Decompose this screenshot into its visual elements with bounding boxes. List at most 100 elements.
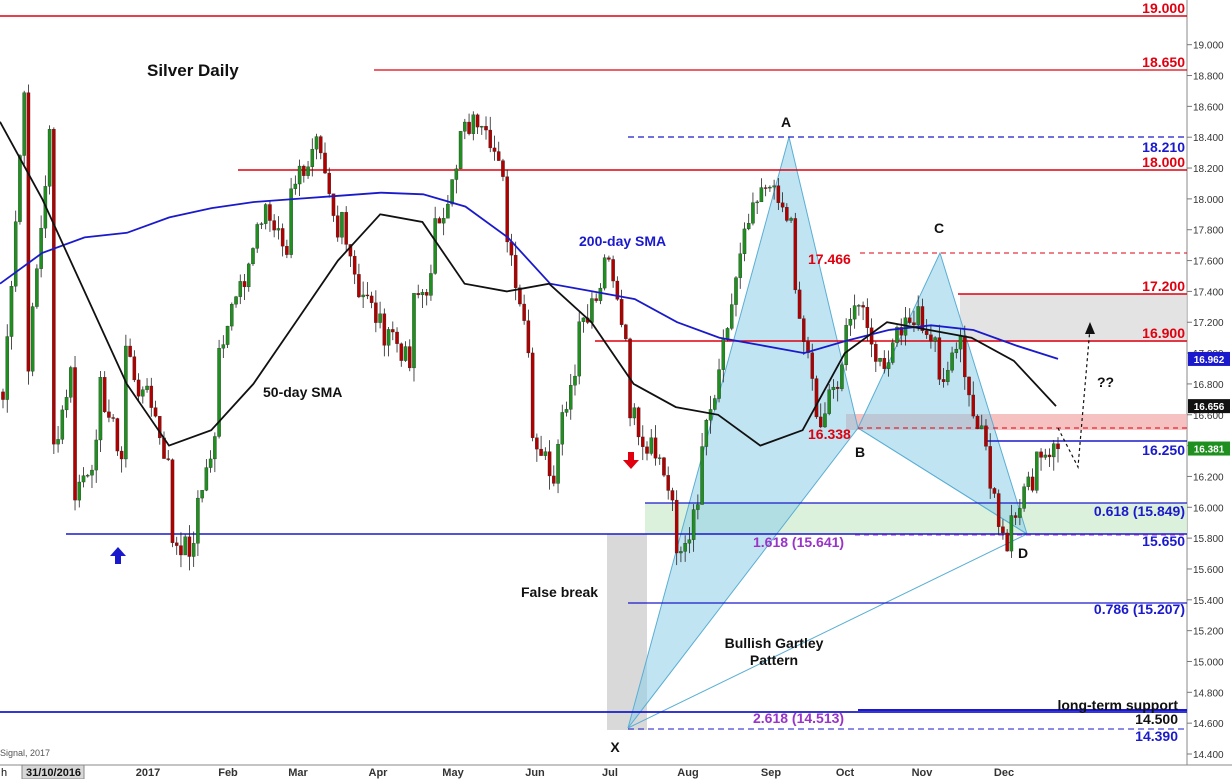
y-tick-label: 19.000 xyxy=(1193,41,1224,52)
resistance-zone xyxy=(960,294,1187,342)
point-b-label: B xyxy=(855,444,865,460)
candle-body xyxy=(221,344,226,349)
candle-body xyxy=(958,335,963,350)
candle-body xyxy=(35,268,39,307)
candle-body xyxy=(869,327,874,345)
candle-body xyxy=(111,417,115,419)
label-19000: 19.000 xyxy=(1142,0,1185,16)
candle-body xyxy=(674,499,679,554)
candle-body xyxy=(539,448,543,456)
candle-body xyxy=(912,322,916,326)
candle-body xyxy=(810,352,815,379)
candle-body xyxy=(268,204,272,221)
gartley-label-line1: Bullish Gartley xyxy=(725,635,824,651)
candle-body xyxy=(874,344,878,362)
annotations: Silver Daily 200-day SMA 50-day SMA Fals… xyxy=(110,61,1114,755)
candle-body xyxy=(412,293,416,369)
candle-body xyxy=(1052,443,1056,458)
candle-body xyxy=(361,294,365,298)
candle-body xyxy=(916,306,920,326)
candle-body xyxy=(789,218,793,221)
candle-body xyxy=(196,497,200,544)
candle-body xyxy=(344,212,348,245)
candle-body xyxy=(255,224,259,249)
levels xyxy=(0,15,1187,730)
candle-body xyxy=(581,317,586,322)
label-14390: 14.390 xyxy=(1135,728,1178,744)
x-tick-label: Jul xyxy=(602,767,618,779)
candle-body xyxy=(1022,486,1026,509)
candle-body xyxy=(56,439,60,445)
candle-body xyxy=(624,324,628,340)
candle-body xyxy=(793,218,798,291)
label-15650: 15.650 xyxy=(1142,533,1185,549)
candle-body xyxy=(814,378,819,418)
candle-body xyxy=(1009,515,1014,552)
candle-body xyxy=(352,255,357,275)
candle-body xyxy=(9,286,14,337)
candle-body xyxy=(115,418,120,452)
candle-body xyxy=(378,313,382,323)
gartley-xd xyxy=(627,533,1028,729)
candle-body xyxy=(662,457,666,476)
candle-body xyxy=(60,409,65,440)
candle-body xyxy=(424,292,429,296)
candle-body xyxy=(289,188,293,255)
candle-body xyxy=(649,437,654,454)
candle-body xyxy=(691,509,696,540)
candle-body xyxy=(251,248,255,265)
candle-body xyxy=(738,253,742,278)
candle-body xyxy=(234,296,238,305)
candle-body xyxy=(323,152,327,174)
label-17466: 17.466 xyxy=(808,251,851,267)
label-16338: 16.338 xyxy=(808,426,851,442)
candle-body xyxy=(1030,476,1035,491)
candle-body xyxy=(704,420,709,447)
x-tick-label: Nov xyxy=(912,767,934,779)
candle-body xyxy=(458,131,463,170)
candle-body xyxy=(69,367,73,398)
candle-body xyxy=(293,183,298,189)
candle-body xyxy=(276,228,281,231)
candle-body xyxy=(598,287,603,301)
candle-body xyxy=(327,172,331,194)
candle-body xyxy=(467,121,471,134)
candle-body xyxy=(77,481,82,501)
y-tick-label: 15.400 xyxy=(1193,596,1224,607)
y-tick-label: 18.800 xyxy=(1193,72,1224,83)
candle-body xyxy=(382,313,387,346)
candle-body xyxy=(653,437,658,459)
candle-body xyxy=(446,203,450,219)
label-16250: 16.250 xyxy=(1142,442,1185,458)
candle-body xyxy=(488,129,492,149)
candle-body xyxy=(124,345,128,460)
candle-body xyxy=(217,348,221,437)
y-tick-label: 14.600 xyxy=(1193,719,1224,730)
candle-body xyxy=(395,331,399,344)
candle-body xyxy=(526,320,531,354)
candle-body xyxy=(272,220,276,231)
candle-body xyxy=(696,504,700,510)
price-tag-label: 16.962 xyxy=(1194,355,1225,366)
candle-body xyxy=(302,165,306,176)
point-x-label: X xyxy=(610,739,620,755)
svg-text:31/10/2016: 31/10/2016 xyxy=(26,767,81,779)
candle-body xyxy=(1,391,5,400)
candle-body xyxy=(280,228,285,247)
candle-body xyxy=(52,128,56,445)
candle-body xyxy=(297,165,302,185)
candle-body xyxy=(543,451,548,456)
candle-body xyxy=(1035,451,1039,491)
candle-body xyxy=(145,385,149,390)
label-18650: 18.650 xyxy=(1142,54,1185,70)
candle-body xyxy=(331,193,336,216)
candle-body xyxy=(641,436,645,447)
y-tick-label: 16.200 xyxy=(1193,472,1224,483)
candle-body xyxy=(183,536,187,556)
sma-200-label: 200-day SMA xyxy=(579,233,666,249)
candle-body xyxy=(263,204,268,224)
candle-body xyxy=(831,386,836,390)
candle-body xyxy=(687,539,692,544)
candle-body xyxy=(1001,526,1005,534)
